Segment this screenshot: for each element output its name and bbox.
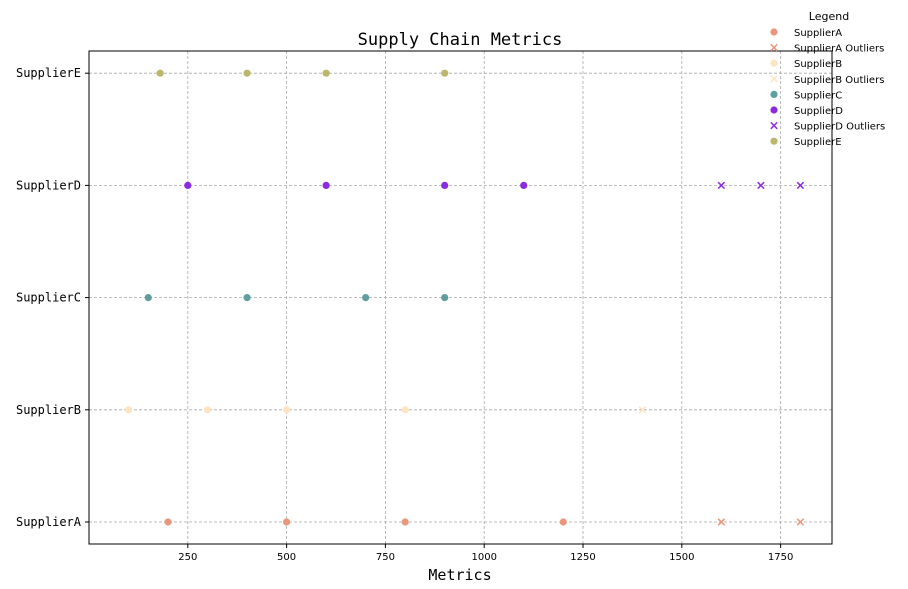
data-point (441, 181, 449, 189)
legend-item: SupplierB (770, 59, 842, 70)
data-point (243, 69, 251, 77)
x-marker-stroke (717, 518, 726, 526)
x-tick-label: 1000 (471, 552, 496, 563)
legend-item: SupplierA (770, 28, 842, 39)
x-marker-stroke (770, 75, 778, 83)
x-marker-stroke (770, 43, 778, 52)
legend-marker (770, 43, 778, 52)
outlier-point (757, 181, 765, 190)
x-axis-ticks: 250 500 750 1000 1250 1500 1750 (178, 544, 793, 563)
y-tick-label: SupplierB (16, 403, 81, 417)
chart-title: Supply Chain Metrics (358, 30, 563, 50)
legend-label: SupplierB (794, 59, 842, 70)
x-axis-label: Metrics (428, 566, 491, 584)
outlier-point (717, 181, 726, 190)
outlier-point (796, 518, 805, 526)
legend-item: SupplierD (770, 106, 843, 117)
data-point (322, 69, 330, 77)
y-tick-label: SupplierA (16, 515, 82, 529)
x-marker-stroke (757, 181, 765, 190)
outlier-point (796, 181, 805, 190)
data-point (441, 294, 449, 302)
data-point (124, 406, 133, 414)
legend-item: SupplierA Outliers (770, 43, 884, 55)
x-tick-label: 250 (178, 552, 197, 563)
data-point (520, 181, 528, 189)
legend-label: SupplierA Outliers (794, 44, 884, 55)
data-markers (124, 69, 805, 526)
legend-marker (770, 59, 778, 67)
legend-item: SupplierB Outliers (770, 75, 884, 86)
legend-item: SupplierE (770, 137, 842, 148)
legend-marker (770, 90, 778, 98)
data-point (184, 181, 192, 189)
data-point (401, 406, 409, 414)
x-marker-stroke (638, 406, 647, 414)
x-tick-label: 750 (376, 552, 395, 563)
legend-label: SupplierC (794, 90, 842, 101)
data-point (156, 69, 164, 77)
x-marker-stroke (770, 121, 778, 130)
x-marker-stroke (717, 181, 726, 190)
legend-label: SupplierA (794, 28, 842, 39)
legend-marker (770, 137, 778, 145)
legend-items: SupplierA SupplierA Outliers SupplierB Supp… (770, 28, 885, 148)
data-point (362, 294, 370, 302)
legend-title: Legend (809, 10, 849, 23)
outlier-point (717, 518, 726, 526)
data-point (441, 69, 449, 77)
data-point (164, 518, 172, 526)
data-point (243, 294, 251, 302)
y-tick-label: SupplierC (16, 291, 81, 305)
y-tick-label: SupplierD (16, 178, 81, 192)
x-tick-label: 1500 (669, 552, 694, 563)
x-tick-label: 1750 (768, 552, 793, 563)
x-tick-label: 1250 (570, 552, 595, 563)
legend-marker (770, 106, 778, 114)
data-point (401, 518, 409, 526)
legend-marker (770, 121, 778, 130)
data-point (283, 406, 291, 414)
data-point (203, 406, 212, 414)
legend-label: SupplierD (794, 106, 843, 117)
legend-item: SupplierC (770, 90, 842, 101)
legend-marker (770, 28, 778, 36)
data-point (322, 181, 330, 189)
data-point (144, 294, 152, 302)
x-tick-label: 500 (277, 552, 296, 563)
y-tick-label: SupplierE (16, 66, 81, 80)
legend-marker (770, 75, 778, 83)
x-marker-stroke (796, 518, 805, 526)
data-point (283, 518, 291, 526)
data-point (559, 518, 567, 526)
y-axis-ticks: SupplierA SupplierB SupplierC SupplierD Supp… (16, 66, 89, 529)
legend-label: SupplierE (794, 137, 842, 148)
x-marker-stroke (796, 181, 805, 190)
legend-item: SupplierD Outliers (770, 121, 885, 133)
outlier-point (638, 406, 647, 414)
legend-label: SupplierB Outliers (794, 75, 884, 86)
grid (89, 51, 832, 544)
legend-label: SupplierD Outliers (794, 122, 885, 133)
